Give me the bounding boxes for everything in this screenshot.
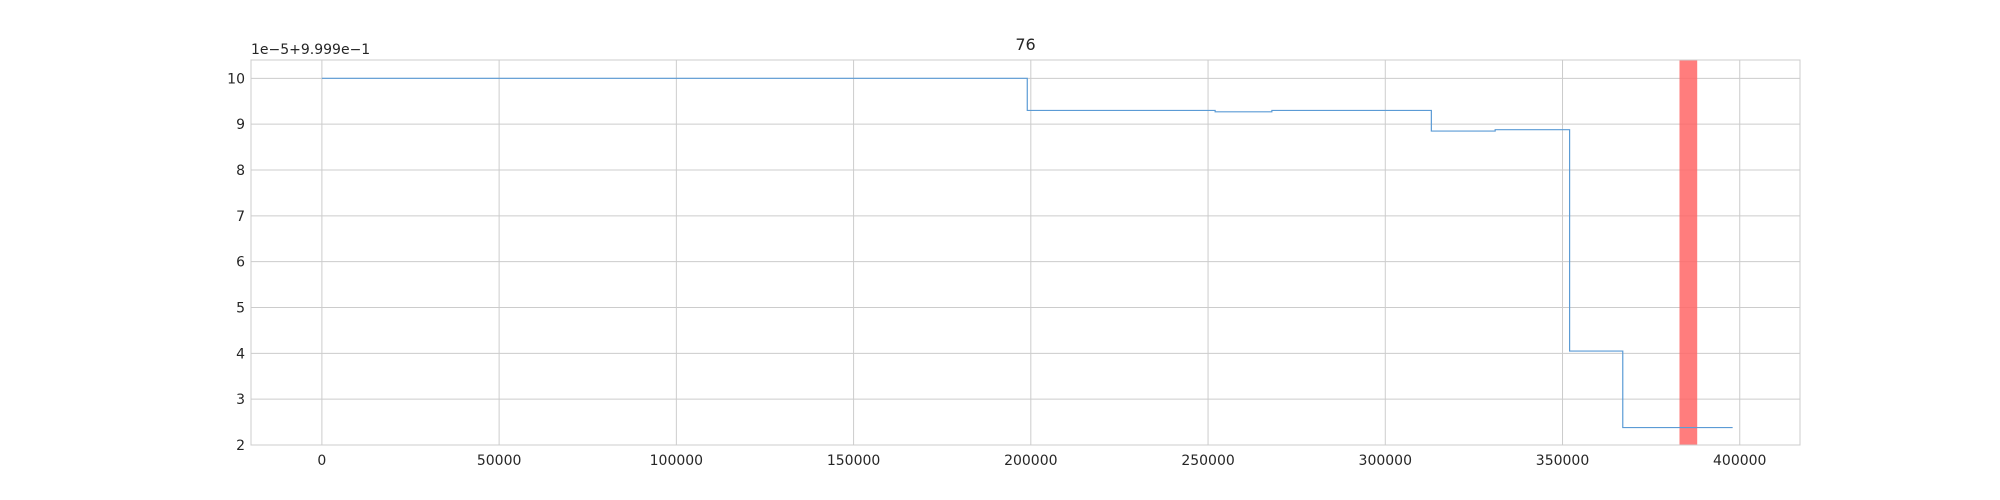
x-tick-label: 0	[317, 453, 326, 469]
x-tick-label: 400000	[1713, 453, 1766, 469]
highlight-span	[1679, 60, 1698, 445]
y-tick-labels: 2 3 4 5 6 7 8 9 10	[227, 71, 245, 454]
grid-lines	[251, 60, 1800, 446]
y-tick-label: 2	[236, 438, 245, 454]
x-tick-label: 150000	[827, 453, 880, 469]
highlight-layer	[1679, 60, 1698, 445]
y-tick-label: 7	[236, 209, 245, 225]
x-tick-labels: 0 50000 100000 150000 200000 250000 300000 3500…	[317, 453, 1766, 469]
y-tick-label: 10	[227, 71, 245, 87]
x-tick-label: 50000	[477, 453, 522, 469]
y-tick-label: 9	[236, 117, 245, 133]
x-tick-label: 300000	[1359, 453, 1412, 469]
x-tick-label: 200000	[1004, 453, 1057, 469]
x-tick-label: 250000	[1181, 453, 1234, 469]
series-layer	[321, 77, 1733, 429]
plot-frame	[250, 59, 1801, 446]
x-tick-label: 350000	[1536, 453, 1589, 469]
y-tick-label: 8	[236, 163, 245, 179]
chart-title: 76	[1015, 35, 1035, 54]
y-offset-label: 1e−5+9.999e−1	[251, 42, 370, 58]
x-tick-label: 100000	[650, 453, 703, 469]
y-tick-label: 5	[236, 301, 245, 317]
y-tick-label: 4	[236, 346, 245, 362]
y-tick-label: 3	[236, 392, 245, 408]
series-line	[321, 77, 1733, 429]
y-tick-label: 6	[236, 255, 245, 271]
